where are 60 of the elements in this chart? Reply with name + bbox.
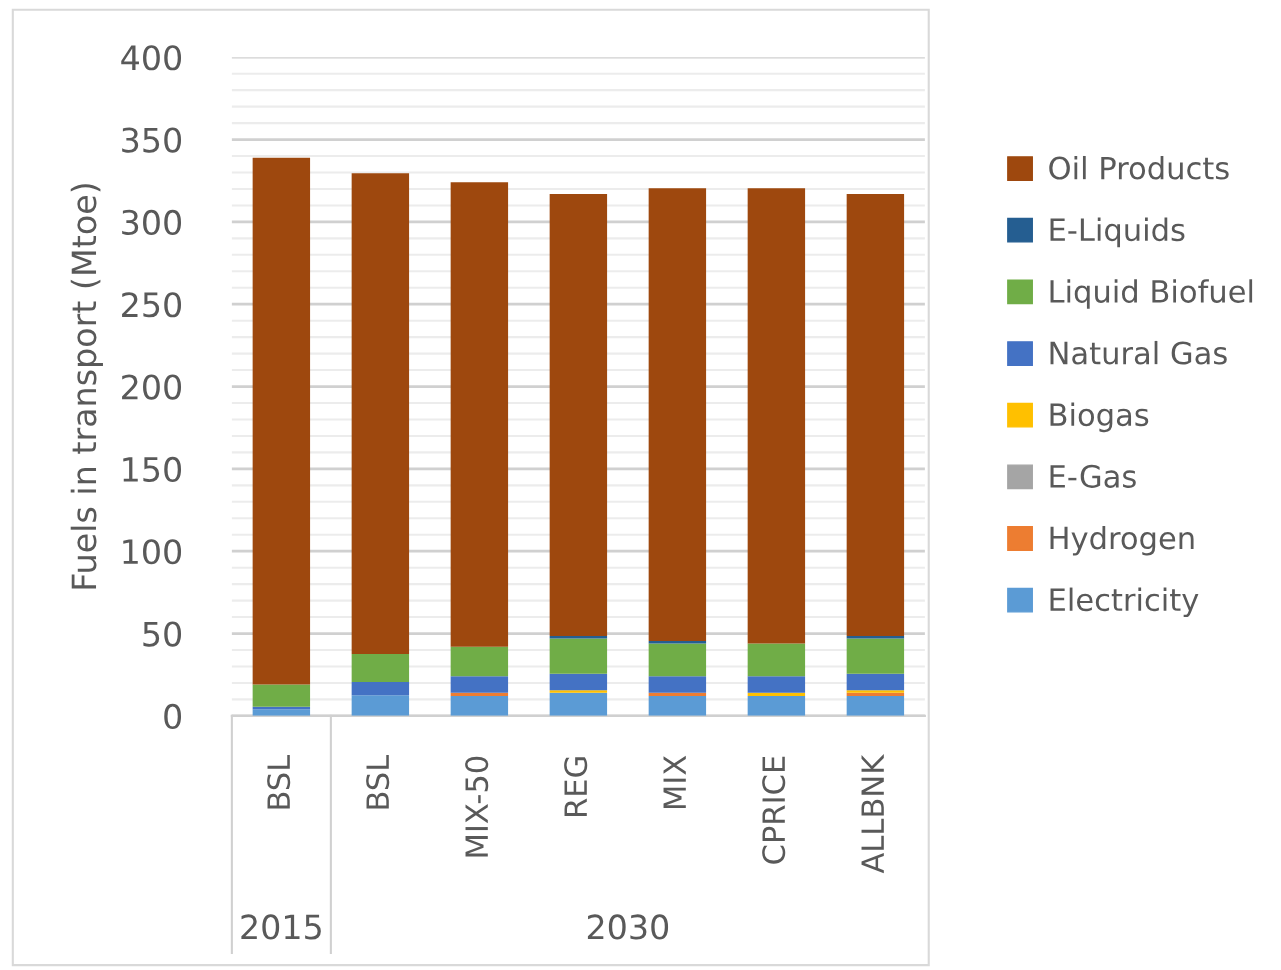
y-tick-label: 150 [123,456,182,483]
bar [648,692,707,697]
legend-label: Oil Products [1049,155,1229,180]
bar [549,638,608,674]
bar [747,696,806,716]
bar [846,193,905,636]
bar [846,692,905,697]
y-axis-title: Fuels in transport (Mtoe) [70,184,103,589]
bar [747,643,806,677]
text: 2015 [241,914,321,940]
legend-label: Liquid Biofuel [1050,279,1253,309]
bar [549,673,608,691]
y-tick-label: 200 [122,374,182,400]
legend-label: E-Gas [1050,464,1136,488]
bar [450,182,509,647]
bar [648,676,707,693]
bar [846,690,905,693]
text: 2030 [587,914,669,940]
y-tick-label: 250 [122,292,182,318]
legend-label: Hydrogen [1050,525,1194,556]
bar [351,173,410,655]
x-tick-label: BSL [267,754,291,809]
y-tick-label: 300 [122,209,182,236]
y-tick-label: 350 [122,127,182,153]
bar [351,695,410,716]
bar [846,673,905,691]
bar [747,188,806,644]
bar [351,654,410,683]
bar [846,696,905,716]
x-tick-label: CPRICE [762,756,786,864]
y-tick-label: 0 [164,703,182,729]
bar [450,646,509,677]
y-tick-label: 50 [143,621,182,647]
bar [747,676,806,693]
legend-label: E-Liquids [1050,217,1185,248]
bar [450,692,509,697]
x-tick-label: REG [564,757,588,816]
x-tick-label: BSL [366,754,390,809]
x-tick-label: MIX [663,755,686,809]
bar [252,157,311,685]
y-tick-label: 100 [123,539,182,565]
bar [747,692,806,697]
bar [846,638,905,674]
bar [648,696,707,716]
bar [351,682,410,696]
bar [450,676,509,693]
legend-label: Electricity [1050,587,1199,618]
bar [450,696,509,716]
bar [252,709,311,716]
bar [549,692,608,716]
bar [549,690,608,693]
bar [648,188,707,641]
x-tick-label: ALLBNK [861,754,884,874]
bar [549,193,608,636]
bar [252,684,311,707]
bar [648,643,707,677]
y-tick-label: 400 [121,45,182,71]
legend-label: Natural Gas [1050,340,1227,365]
legend-label: Biogas [1050,402,1149,433]
x-tick-label: MIX-50 [465,756,489,857]
